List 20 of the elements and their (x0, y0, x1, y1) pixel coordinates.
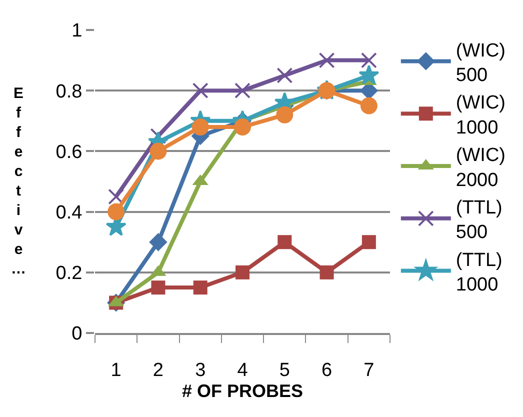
x-tick-label: 6 (322, 360, 332, 381)
legend-label: (WIC) 2000 (456, 145, 506, 191)
x-tick-label: 2 (152, 360, 164, 381)
x-tick-label: 3 (195, 360, 206, 381)
x-tick-label: 7 (364, 360, 374, 381)
legend-label: (TTL) 500 (456, 197, 502, 244)
y-tick-label: 0.8 (56, 81, 82, 102)
y-tick-label: 0.6 (56, 142, 82, 163)
text: Effective… (11, 85, 26, 278)
legend-label: (WIC) 500 (456, 40, 506, 86)
x-tick-label: 5 (279, 360, 290, 381)
y-tick-label: 1 (72, 20, 82, 42)
legend-label: (WIC) 1000 (456, 92, 506, 138)
y-tick-label: 0.4 (56, 202, 83, 224)
y-tick-label: 0.2 (56, 263, 82, 284)
x-tick-label: 1 (110, 360, 122, 381)
x-axis-title: # OF PROBES (182, 380, 304, 401)
y-tick-label: 0 (72, 324, 82, 345)
x-tick-label: 4 (237, 360, 248, 381)
legend-label: (TTL) 1000 (456, 250, 502, 296)
